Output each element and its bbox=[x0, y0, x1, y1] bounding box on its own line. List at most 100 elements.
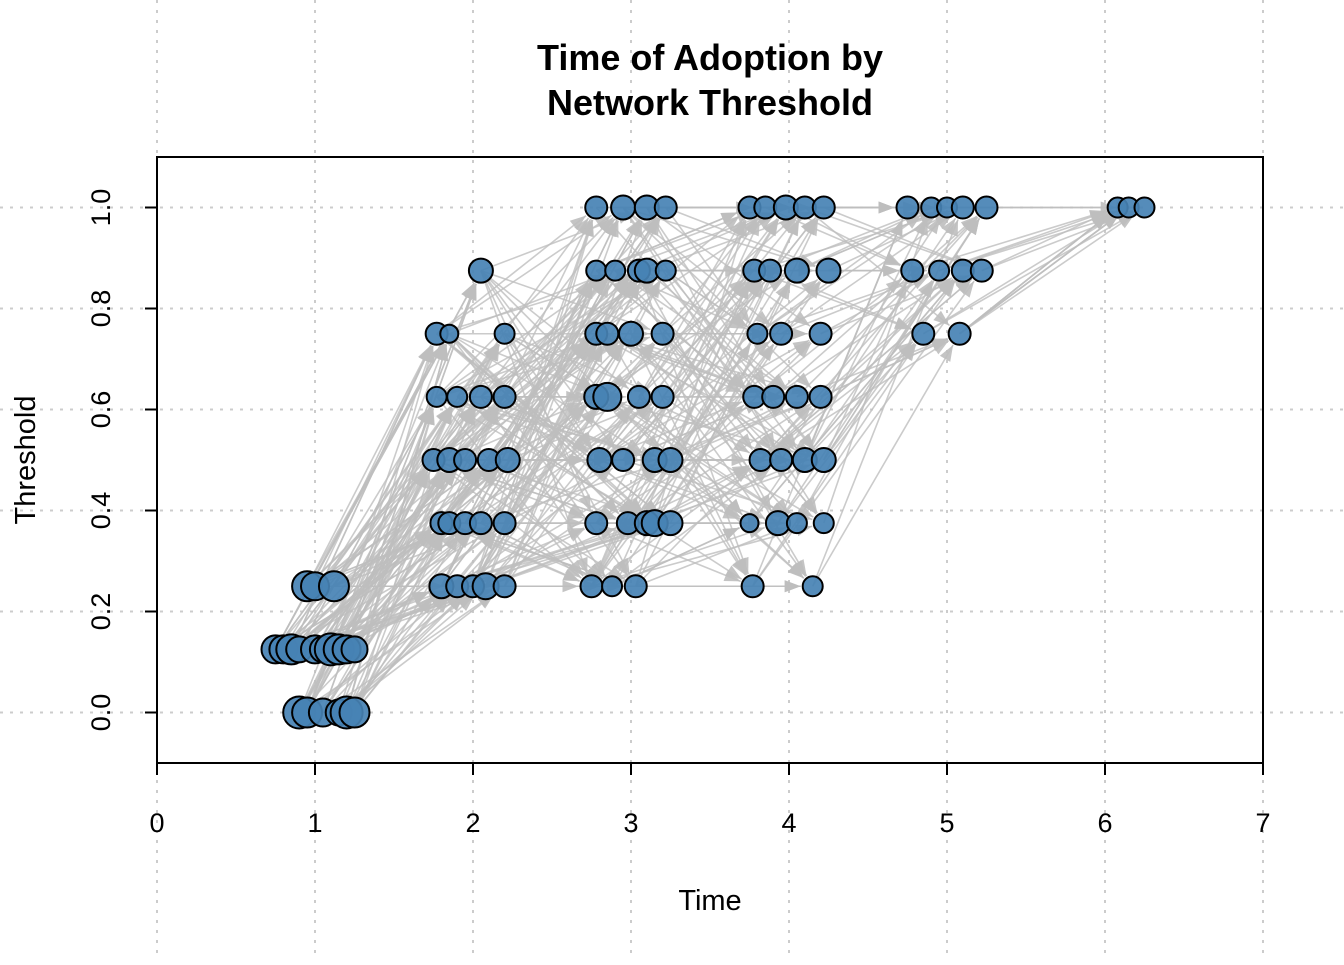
edge-line bbox=[760, 278, 973, 461]
edge-line bbox=[353, 532, 498, 713]
data-point-45 bbox=[453, 448, 478, 472]
y-tick-label-0.8: 0.8 bbox=[86, 290, 116, 328]
edge-line bbox=[922, 213, 1119, 335]
edge-arrowhead bbox=[926, 217, 941, 235]
data-point-97 bbox=[653, 195, 678, 220]
data-point-56 bbox=[425, 385, 448, 408]
edge-arrowhead bbox=[787, 563, 804, 579]
edge-arrowhead bbox=[795, 372, 812, 388]
edge-line bbox=[804, 217, 927, 461]
edge-line bbox=[981, 211, 1134, 272]
edge-layer bbox=[274, 201, 1136, 714]
data-point-95 bbox=[610, 194, 637, 221]
edge-line bbox=[595, 211, 754, 272]
edge-line bbox=[298, 593, 474, 714]
edge-line bbox=[598, 278, 819, 461]
data-point-52 bbox=[748, 448, 773, 472]
data-point-88 bbox=[783, 257, 810, 284]
edge-line bbox=[611, 344, 775, 587]
edge-line bbox=[752, 280, 975, 587]
edge-arrowhead bbox=[955, 279, 972, 295]
edge-line bbox=[780, 217, 942, 461]
edge-line bbox=[290, 468, 498, 650]
edge-arrowhead bbox=[421, 346, 433, 364]
edge-line bbox=[662, 215, 796, 335]
edge-arrowhead bbox=[804, 281, 820, 298]
data-point-61 bbox=[592, 381, 623, 412]
edge-arrowhead bbox=[791, 560, 806, 577]
data-point-67 bbox=[808, 384, 833, 409]
data-point-85 bbox=[654, 259, 677, 282]
data-point-78 bbox=[911, 321, 936, 346]
edge-line bbox=[938, 210, 1134, 272]
data-point-18 bbox=[317, 570, 350, 603]
data-point-66 bbox=[784, 384, 809, 409]
x-tick-label-5: 5 bbox=[939, 808, 954, 838]
data-point-102 bbox=[811, 195, 836, 220]
data-point-48 bbox=[586, 447, 613, 473]
x-tick-label-7: 7 bbox=[1255, 808, 1270, 838]
edge-line bbox=[669, 282, 750, 461]
data-point-74 bbox=[650, 321, 675, 346]
y-tick-label-0.6: 0.6 bbox=[86, 391, 116, 429]
edge-arrowhead bbox=[939, 344, 954, 362]
edge-line bbox=[472, 343, 656, 587]
edge-arrowhead bbox=[734, 557, 748, 575]
edge-line bbox=[436, 276, 606, 398]
edge-line bbox=[654, 340, 811, 461]
edge-line bbox=[591, 525, 813, 588]
data-point-76 bbox=[769, 321, 794, 346]
edge-arrowhead bbox=[781, 217, 797, 234]
data-point-82 bbox=[604, 259, 627, 282]
edge-arrowhead bbox=[440, 532, 457, 549]
data-point-65 bbox=[761, 384, 786, 409]
edge-arrowhead bbox=[720, 212, 738, 225]
data-point-103 bbox=[895, 195, 920, 220]
data-point-91 bbox=[928, 259, 951, 282]
edge-arrowhead bbox=[773, 498, 789, 515]
data-point-107 bbox=[974, 195, 999, 220]
x-tick-label-0: 0 bbox=[149, 808, 164, 838]
edge-line bbox=[507, 343, 622, 461]
x-tick-label-4: 4 bbox=[781, 808, 796, 838]
edge-arrowhead bbox=[441, 469, 457, 486]
edge-arrowhead bbox=[485, 344, 499, 362]
edge-line bbox=[627, 342, 812, 524]
edge-line bbox=[654, 281, 822, 524]
edge-arrowhead bbox=[461, 282, 475, 300]
edge-line bbox=[646, 211, 812, 272]
edge-arrowhead bbox=[567, 507, 585, 519]
edge-line bbox=[811, 219, 959, 587]
edge-line bbox=[504, 465, 613, 524]
data-point-72 bbox=[595, 321, 620, 346]
data-point-41 bbox=[785, 512, 808, 535]
data-point-70 bbox=[493, 322, 516, 345]
edge-line bbox=[485, 405, 655, 587]
edge-line bbox=[759, 216, 979, 461]
edge-line bbox=[772, 215, 978, 398]
edge-arrowhead bbox=[603, 498, 619, 514]
edge-line bbox=[282, 406, 474, 650]
edge-arrowhead bbox=[756, 434, 773, 451]
axis-layer: 0 1 2 3 4 5 6 7 0.0 0.2 0.4 0.6 0.8 1.0 bbox=[86, 189, 1271, 838]
data-point-81 bbox=[585, 259, 608, 282]
edge-line bbox=[440, 280, 632, 524]
edge-arrowhead bbox=[959, 281, 975, 298]
data-point-23 bbox=[492, 574, 517, 599]
data-point-89 bbox=[815, 257, 842, 284]
edge-line bbox=[485, 406, 632, 587]
edge-line bbox=[436, 216, 614, 398]
data-point-53 bbox=[769, 448, 794, 472]
data-point-42 bbox=[812, 512, 835, 535]
edge-line bbox=[638, 218, 778, 398]
edge-line bbox=[635, 526, 787, 587]
edge-line bbox=[812, 344, 954, 587]
edge-arrowhead bbox=[627, 219, 641, 237]
data-point-110 bbox=[1133, 196, 1156, 219]
edge-line bbox=[754, 210, 951, 272]
edge-line bbox=[436, 214, 612, 335]
edge-line bbox=[436, 333, 661, 515]
edge-arrowhead bbox=[746, 280, 762, 297]
data-point-75 bbox=[746, 322, 769, 345]
